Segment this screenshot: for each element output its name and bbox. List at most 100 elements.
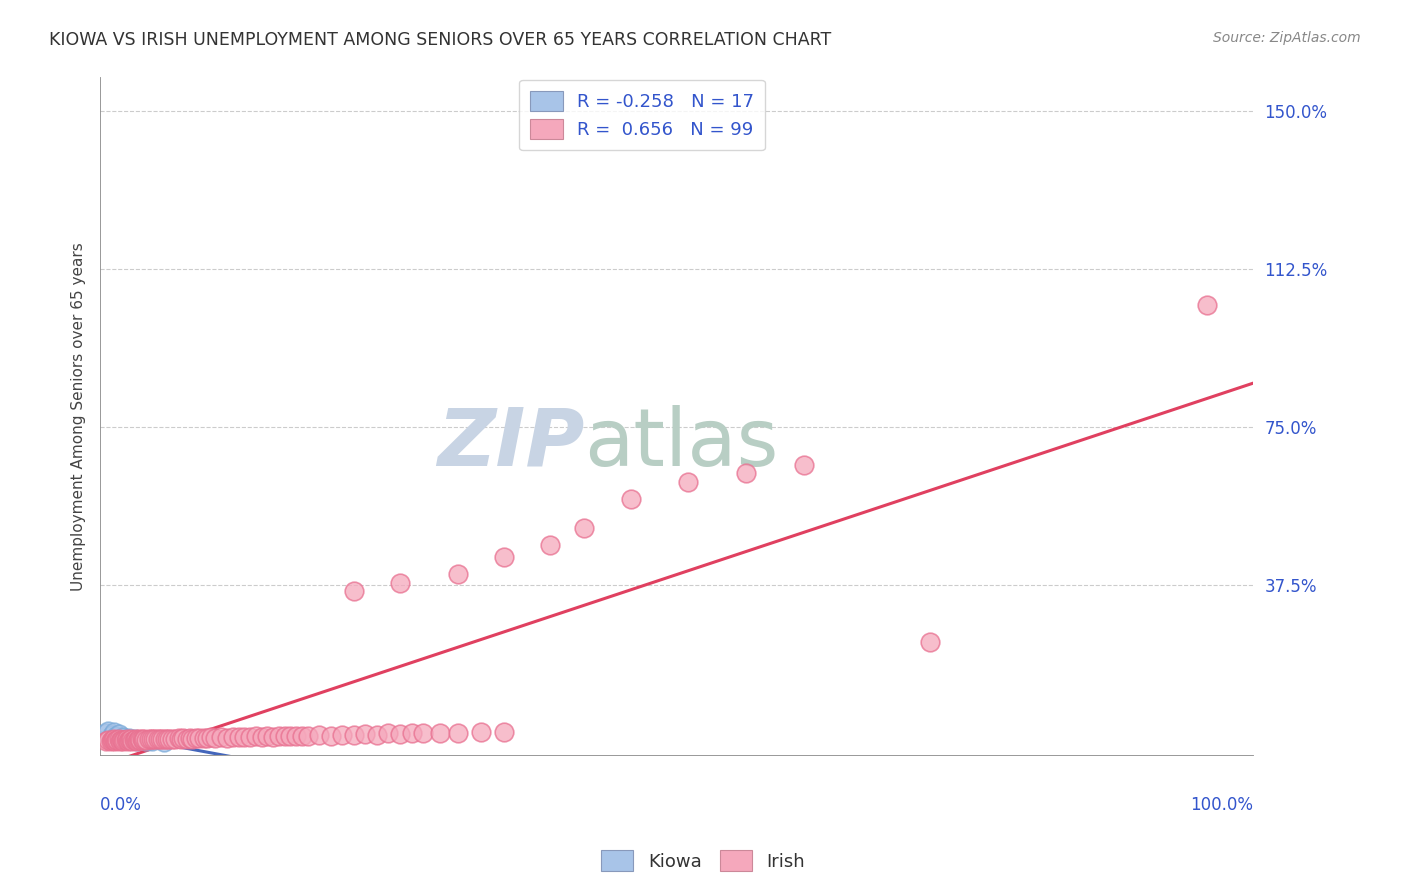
Point xyxy=(124,731,146,746)
Point xyxy=(160,731,183,746)
Point xyxy=(920,634,942,648)
Point xyxy=(118,731,141,745)
Point xyxy=(103,725,125,739)
Point xyxy=(156,731,179,746)
Text: 0.0%: 0.0% xyxy=(100,796,142,814)
Point xyxy=(273,730,295,744)
Point xyxy=(354,727,377,741)
Point xyxy=(401,726,423,740)
Point xyxy=(153,731,176,746)
Point xyxy=(492,550,515,565)
Point xyxy=(204,731,226,745)
Point xyxy=(366,728,388,742)
Point xyxy=(132,732,155,747)
Point xyxy=(112,732,135,747)
Point xyxy=(124,733,146,747)
Point xyxy=(678,475,700,489)
Point xyxy=(127,732,149,747)
Point xyxy=(538,538,561,552)
Point xyxy=(112,730,135,744)
Legend: R = -0.258   N = 17, R =  0.656   N = 99: R = -0.258 N = 17, R = 0.656 N = 99 xyxy=(519,79,765,150)
Point xyxy=(94,726,117,740)
Point xyxy=(142,731,165,746)
Point xyxy=(110,731,132,746)
Text: 100.0%: 100.0% xyxy=(1191,796,1253,814)
Point xyxy=(256,730,278,744)
Point xyxy=(165,731,187,746)
Legend: Kiowa, Irish: Kiowa, Irish xyxy=(593,843,813,879)
Point xyxy=(233,730,256,744)
Point xyxy=(172,731,194,745)
Point xyxy=(138,731,160,746)
Point xyxy=(145,732,167,747)
Point xyxy=(215,731,238,745)
Text: KIOWA VS IRISH UNEMPLOYMENT AMONG SENIORS OVER 65 YEARS CORRELATION CHART: KIOWA VS IRISH UNEMPLOYMENT AMONG SENIOR… xyxy=(49,31,831,49)
Point xyxy=(146,731,169,746)
Point xyxy=(107,733,129,747)
Point xyxy=(574,521,596,535)
Point xyxy=(388,727,411,741)
Point xyxy=(112,733,135,747)
Point xyxy=(125,733,148,747)
Text: atlas: atlas xyxy=(585,404,779,483)
Point xyxy=(104,733,127,747)
Point xyxy=(429,725,451,739)
Point xyxy=(115,732,138,747)
Point xyxy=(412,726,434,740)
Point xyxy=(108,733,131,747)
Point xyxy=(330,728,353,742)
Point xyxy=(107,732,129,747)
Point xyxy=(141,734,163,748)
Point xyxy=(388,575,411,590)
Point xyxy=(97,733,120,747)
Point xyxy=(308,728,330,742)
Point xyxy=(297,729,319,743)
Point xyxy=(280,729,302,743)
Point xyxy=(128,732,150,747)
Point xyxy=(735,467,758,481)
Point xyxy=(135,734,157,748)
Point xyxy=(267,729,290,743)
Point xyxy=(103,732,125,747)
Point xyxy=(139,732,162,747)
Point xyxy=(122,732,145,747)
Point xyxy=(100,728,122,742)
Point xyxy=(120,733,142,747)
Point xyxy=(114,733,136,747)
Point xyxy=(129,733,152,747)
Point xyxy=(117,733,139,747)
Point xyxy=(97,723,120,738)
Point xyxy=(107,727,129,741)
Point xyxy=(193,731,215,745)
Point xyxy=(94,734,117,748)
Point xyxy=(343,584,366,599)
Point xyxy=(179,731,201,745)
Point xyxy=(319,729,342,743)
Point xyxy=(446,726,468,740)
Y-axis label: Unemployment Among Seniors over 65 years: Unemployment Among Seniors over 65 years xyxy=(72,242,86,591)
Point xyxy=(157,732,180,747)
Text: ZIP: ZIP xyxy=(437,404,585,483)
Point xyxy=(446,567,468,582)
Point xyxy=(135,732,157,747)
Point xyxy=(110,732,132,747)
Point xyxy=(620,491,643,506)
Point xyxy=(101,733,124,747)
Point xyxy=(100,733,122,747)
Point xyxy=(200,731,222,745)
Point xyxy=(492,725,515,739)
Point xyxy=(170,731,193,746)
Point xyxy=(131,732,153,747)
Point xyxy=(470,724,492,739)
Point xyxy=(188,731,211,745)
Point xyxy=(152,735,174,749)
Point xyxy=(167,731,190,745)
Point xyxy=(121,733,143,747)
Point xyxy=(377,726,399,740)
Point xyxy=(121,733,143,747)
Point xyxy=(132,731,155,746)
Point xyxy=(125,733,148,747)
Point xyxy=(114,732,136,747)
Point xyxy=(228,731,250,745)
Point xyxy=(250,730,273,744)
